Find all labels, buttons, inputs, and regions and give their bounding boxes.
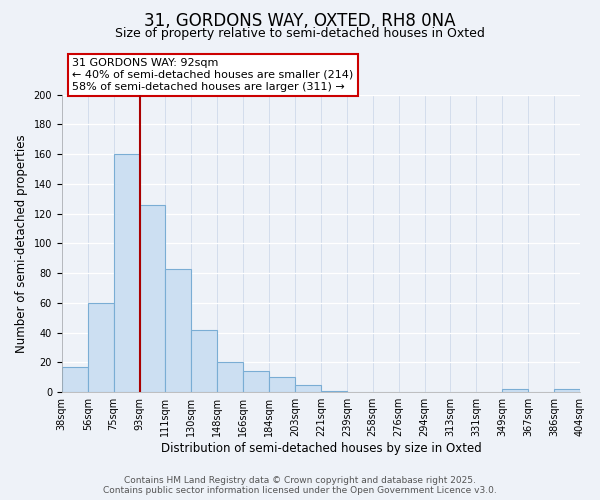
- Bar: [502, 389, 528, 392]
- Text: Contains HM Land Registry data © Crown copyright and database right 2025.
Contai: Contains HM Land Registry data © Crown c…: [103, 476, 497, 495]
- X-axis label: Distribution of semi-detached houses by size in Oxted: Distribution of semi-detached houses by …: [161, 442, 481, 455]
- Bar: [88, 303, 113, 392]
- Bar: [113, 154, 140, 392]
- Bar: [191, 330, 217, 392]
- Text: 31, GORDONS WAY, OXTED, RH8 0NA: 31, GORDONS WAY, OXTED, RH8 0NA: [144, 12, 456, 30]
- Bar: [321, 390, 347, 392]
- Bar: [217, 362, 243, 392]
- Bar: [554, 389, 580, 392]
- Text: Size of property relative to semi-detached houses in Oxted: Size of property relative to semi-detach…: [115, 28, 485, 40]
- Bar: [166, 268, 191, 392]
- Bar: [140, 204, 166, 392]
- Bar: [243, 372, 269, 392]
- Y-axis label: Number of semi-detached properties: Number of semi-detached properties: [15, 134, 28, 352]
- Bar: [295, 385, 321, 392]
- Bar: [62, 367, 88, 392]
- Text: 31 GORDONS WAY: 92sqm
← 40% of semi-detached houses are smaller (214)
58% of sem: 31 GORDONS WAY: 92sqm ← 40% of semi-deta…: [72, 58, 353, 92]
- Bar: [269, 378, 295, 392]
